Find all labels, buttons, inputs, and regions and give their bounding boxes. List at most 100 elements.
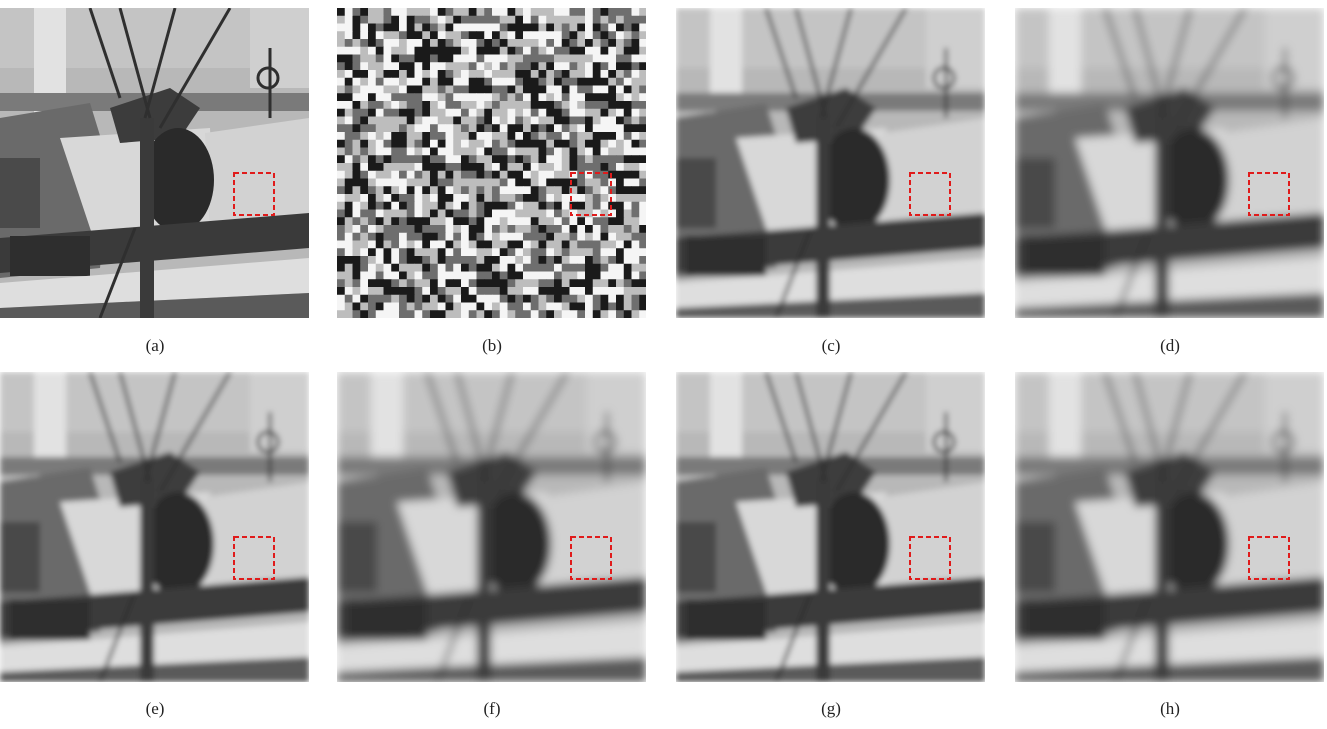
noise-pixel bbox=[353, 256, 361, 264]
noise-pixel bbox=[508, 109, 516, 117]
noise-pixel bbox=[492, 287, 500, 295]
noise-pixel bbox=[608, 140, 616, 148]
noise-pixel bbox=[438, 248, 446, 256]
noise-pixel bbox=[376, 241, 384, 249]
noise-pixel bbox=[484, 140, 492, 148]
noise-pixel bbox=[337, 155, 345, 163]
noise-pixel bbox=[601, 225, 609, 233]
noise-pixel bbox=[407, 93, 415, 101]
noise-pixel bbox=[492, 62, 500, 70]
noise-pixel bbox=[539, 124, 547, 132]
noise-pixel bbox=[415, 194, 423, 202]
noise-pixel bbox=[508, 93, 516, 101]
noise-pixel bbox=[453, 225, 461, 233]
noise-pixel bbox=[438, 163, 446, 171]
noise-pixel bbox=[484, 186, 492, 194]
noise-pixel bbox=[616, 109, 624, 117]
noise-pixel bbox=[585, 24, 593, 32]
noise-pixel bbox=[585, 256, 593, 264]
noise-pixel bbox=[554, 264, 562, 272]
noise-pixel bbox=[515, 279, 523, 287]
noise-pixel bbox=[391, 8, 399, 16]
noise-pixel bbox=[345, 132, 353, 140]
noise-pixel bbox=[453, 78, 461, 86]
noise-pixel bbox=[500, 303, 508, 311]
noise-pixel bbox=[461, 241, 469, 249]
noise-pixel bbox=[632, 310, 640, 318]
noise-pixel bbox=[593, 186, 601, 194]
noise-pixel bbox=[608, 264, 616, 272]
noise-pixel bbox=[477, 241, 485, 249]
noise-pixel bbox=[577, 287, 585, 295]
noise-pixel bbox=[608, 279, 616, 287]
noise-pixel bbox=[484, 31, 492, 39]
noise-pixel bbox=[384, 132, 392, 140]
noise-pixel bbox=[415, 39, 423, 47]
noise-pixel bbox=[562, 148, 570, 156]
noise-pixel bbox=[531, 179, 539, 187]
noise-pixel bbox=[477, 264, 485, 272]
noise-pixel bbox=[492, 256, 500, 264]
noise-pixel bbox=[484, 217, 492, 225]
noise-pixel bbox=[632, 210, 640, 218]
noise-pixel bbox=[407, 186, 415, 194]
noise-pixel bbox=[492, 78, 500, 86]
noise-pixel bbox=[601, 124, 609, 132]
noise-pixel bbox=[422, 8, 430, 16]
noise-pixel bbox=[554, 8, 562, 16]
noise-pixel bbox=[407, 117, 415, 125]
noise-pixel bbox=[415, 93, 423, 101]
noise-pixel bbox=[632, 109, 640, 117]
noise-pixel bbox=[461, 310, 469, 318]
noise-pixel bbox=[376, 210, 384, 218]
noise-pixel bbox=[554, 47, 562, 55]
noise-pixel bbox=[500, 202, 508, 210]
noise-pixel bbox=[360, 132, 368, 140]
noise-pixel bbox=[639, 86, 647, 94]
noise-pixel bbox=[515, 8, 523, 16]
noise-pixel bbox=[484, 171, 492, 179]
noise-pixel bbox=[508, 241, 516, 249]
noise-pixel bbox=[453, 186, 461, 194]
noise-pixel bbox=[585, 310, 593, 318]
noise-pixel bbox=[384, 264, 392, 272]
noise-pixel bbox=[446, 264, 454, 272]
noise-pixel bbox=[376, 16, 384, 24]
noise-pixel bbox=[415, 163, 423, 171]
noise-pixel bbox=[616, 24, 624, 32]
noise-pixel bbox=[430, 186, 438, 194]
noise-pixel bbox=[384, 233, 392, 241]
noise-pixel bbox=[624, 24, 632, 32]
noise-pixel bbox=[453, 179, 461, 187]
noise-pixel bbox=[624, 264, 632, 272]
noise-pixel bbox=[430, 101, 438, 109]
noise-pixel bbox=[391, 186, 399, 194]
noise-pixel bbox=[585, 31, 593, 39]
noise-pixel bbox=[345, 62, 353, 70]
noise-pixel bbox=[345, 24, 353, 32]
noise-pixel bbox=[508, 101, 516, 109]
noise-pixel bbox=[469, 241, 477, 249]
noise-pixel bbox=[438, 287, 446, 295]
noise-pixel bbox=[430, 202, 438, 210]
noise-pixel bbox=[477, 24, 485, 32]
noise-pixel bbox=[360, 109, 368, 117]
noise-pixel bbox=[438, 155, 446, 163]
noise-pixel bbox=[453, 101, 461, 109]
noise-pixel bbox=[461, 101, 469, 109]
noise-pixel bbox=[546, 256, 554, 264]
noise-pixel bbox=[601, 272, 609, 280]
noise-pixel bbox=[407, 62, 415, 70]
noise-pixel bbox=[554, 132, 562, 140]
noise-pixel bbox=[601, 186, 609, 194]
noise-pixel bbox=[477, 155, 485, 163]
noise-pixel bbox=[430, 179, 438, 187]
noise-pixel bbox=[500, 93, 508, 101]
noise-pixel bbox=[337, 179, 345, 187]
noise-pixel bbox=[360, 295, 368, 303]
noise-pixel bbox=[446, 140, 454, 148]
noise-pixel bbox=[353, 264, 361, 272]
noise-pixel bbox=[585, 101, 593, 109]
figure: (a)(b)(c)(d)(e)(f)(g)(h) bbox=[0, 0, 1327, 724]
noise-pixel bbox=[469, 16, 477, 24]
